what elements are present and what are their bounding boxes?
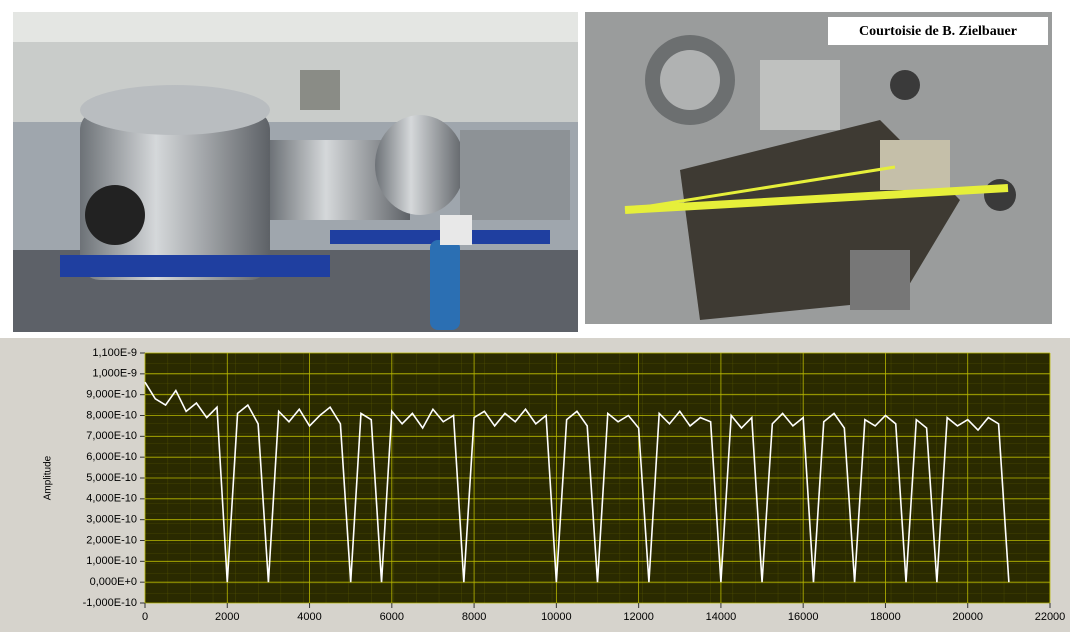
lab-photo: [13, 12, 578, 332]
x-tick-label: 4000: [297, 611, 321, 623]
x-tick-label: 6000: [380, 611, 404, 623]
y-tick-label: 9,000E-10: [86, 389, 137, 401]
y-tick-label: 1,000E-9: [92, 368, 137, 380]
y-tick-label: 7,000E-10: [86, 430, 137, 442]
x-tick-label: 18000: [870, 611, 901, 623]
x-tick-label: 16000: [788, 611, 819, 623]
y-tick-label: 0,000E+0: [90, 576, 137, 588]
photo-credit: Courtoisie de B. Zielbauer: [859, 24, 1017, 39]
x-tick-label: 0: [142, 611, 148, 623]
y-tick-label: -1,000E-10: [83, 597, 137, 609]
x-tick-label: 22000: [1035, 611, 1066, 623]
x-tick-label: 2000: [215, 611, 239, 623]
y-tick-label: 1,100E-9: [92, 347, 137, 359]
y-tick-label: 3,000E-10: [86, 514, 137, 526]
x-tick-label: 14000: [706, 611, 737, 623]
x-tick-label: 20000: [952, 611, 983, 623]
x-tick-label: 8000: [462, 611, 486, 623]
y-tick-label: 4,000E-10: [86, 493, 137, 505]
y-tick-label: 8,000E-10: [86, 409, 137, 421]
page: Courtoisie de B. Zielbauer Amplitude -1,…: [0, 0, 1070, 632]
y-tick-label: 5,000E-10: [86, 472, 137, 484]
chamber-photo: Courtoisie de B. Zielbauer: [585, 12, 1052, 324]
x-tick-label: 12000: [623, 611, 654, 623]
y-axis-label: Amplitude: [43, 455, 54, 500]
y-tick-label: 6,000E-10: [86, 451, 137, 463]
y-tick-label: 1,000E-10: [86, 555, 137, 567]
x-tick-label: 10000: [541, 611, 572, 623]
y-tick-label: 2,000E-10: [86, 534, 137, 546]
